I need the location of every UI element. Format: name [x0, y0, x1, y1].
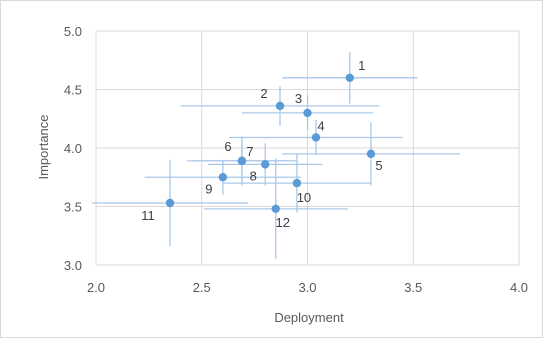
- data-point: [165, 198, 175, 208]
- x-axis-title: Deployment: [274, 310, 344, 325]
- point-label: 11: [141, 208, 155, 223]
- point-label: 9: [205, 181, 212, 196]
- data-point: [237, 156, 247, 166]
- point-label: 4: [317, 118, 324, 133]
- data-point: [303, 108, 312, 118]
- data-point: [271, 204, 280, 214]
- data-point: [366, 149, 376, 159]
- point-label: 10: [297, 190, 311, 205]
- point-label: 5: [375, 158, 382, 173]
- data-point: [275, 101, 285, 111]
- y-axis-title: Importance: [36, 114, 51, 179]
- data-points: [165, 73, 376, 214]
- tick-labels: 3.0 3.5 4.0 4.5 5.0 2.0 2.5 3.0 3.5 4.0: [64, 24, 528, 295]
- point-label: 3: [295, 91, 302, 106]
- point-label: 6: [224, 139, 231, 154]
- x-tick-label: 2.0: [87, 280, 105, 295]
- y-tick-label: 3.0: [64, 258, 82, 273]
- point-label: 12: [276, 215, 290, 230]
- y-tick-label: 4.5: [64, 83, 82, 98]
- point-label: 7: [246, 144, 253, 159]
- gridlines: [95, 30, 520, 266]
- point-label: 2: [260, 86, 267, 101]
- x-tick-label: 2.5: [193, 280, 211, 295]
- data-point: [345, 73, 354, 83]
- data-point: [218, 173, 228, 182]
- y-tick-label: 3.5: [64, 200, 82, 215]
- point-label: 8: [250, 168, 257, 183]
- data-point: [292, 178, 302, 188]
- point-label: 1: [358, 58, 365, 73]
- data-point: [261, 160, 270, 169]
- x-tick-label: 3.0: [298, 280, 316, 295]
- data-point: [311, 133, 321, 142]
- y-tick-label: 5.0: [64, 24, 82, 39]
- y-tick-label: 4.0: [64, 141, 82, 156]
- x-tick-label: 3.5: [404, 280, 422, 295]
- x-tick-label: 4.0: [510, 280, 528, 295]
